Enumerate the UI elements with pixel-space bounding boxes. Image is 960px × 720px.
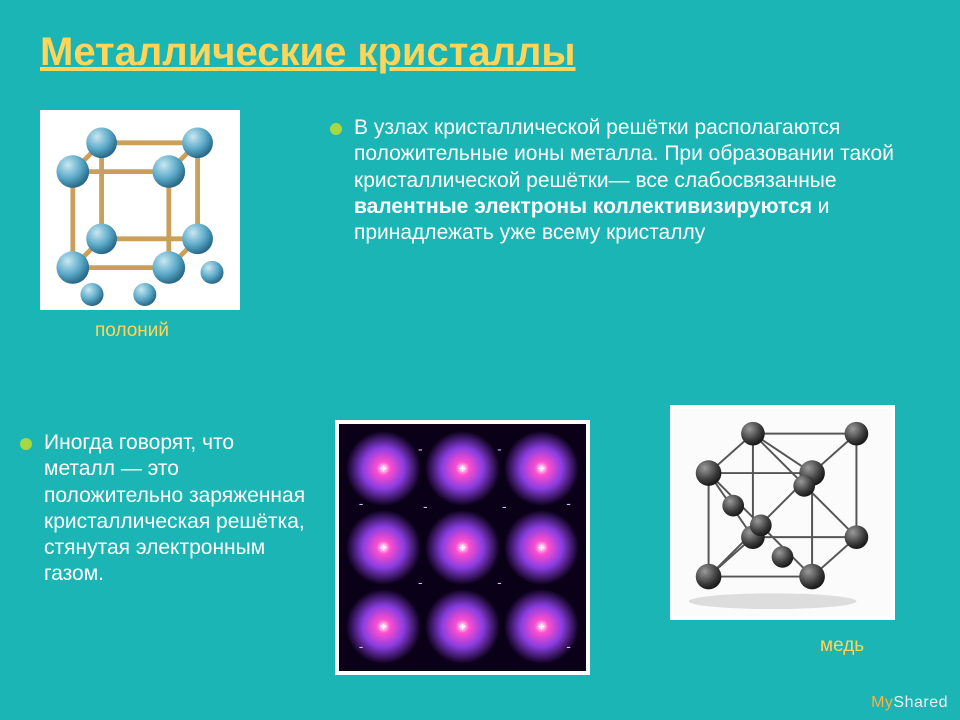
- watermark: MyShared: [871, 694, 948, 712]
- svg-text:+: +: [380, 619, 387, 633]
- svg-text:-: -: [418, 574, 423, 590]
- svg-text:+: +: [538, 540, 545, 554]
- main-text-1: В узлах кристаллической решётки располаг…: [354, 116, 894, 192]
- ion-grid-icon: - - - - - - - - - - + + + + + + + + +: [339, 424, 586, 671]
- svg-text:-: -: [359, 638, 364, 654]
- figure-fcc-copper: [670, 405, 895, 620]
- svg-text:-: -: [566, 495, 571, 511]
- figure-simple-cubic: [40, 110, 240, 310]
- lattice-fcc-icon: [674, 409, 891, 616]
- side-paragraph: Иногда говорят, что металл — это положит…: [20, 430, 310, 588]
- page-title: Металлические кристаллы: [40, 30, 576, 75]
- svg-text:+: +: [380, 540, 387, 554]
- svg-text:-: -: [359, 495, 364, 511]
- lattice-cubic-icon: [44, 114, 236, 306]
- svg-text:-: -: [497, 441, 502, 457]
- svg-text:+: +: [459, 619, 466, 633]
- main-paragraph-text: В узлах кристаллической решётки располаг…: [354, 115, 915, 246]
- svg-text:+: +: [538, 461, 545, 475]
- svg-text:-: -: [423, 498, 428, 514]
- watermark-my: My: [871, 694, 893, 711]
- svg-text:+: +: [380, 461, 387, 475]
- main-text-bold: валентные электроны коллективизируются: [354, 195, 812, 218]
- watermark-shared: Shared: [893, 694, 948, 711]
- svg-text:+: +: [459, 540, 466, 554]
- svg-text:-: -: [497, 574, 502, 590]
- bullet-icon: [20, 438, 32, 450]
- svg-text:-: -: [502, 498, 507, 514]
- main-paragraph: В узлах кристаллической решётки располаг…: [330, 115, 915, 246]
- svg-text:-: -: [566, 638, 571, 654]
- side-paragraph-text: Иногда говорят, что металл — это положит…: [44, 430, 310, 588]
- figure-ion-grid: - - - - - - - - - - + + + + + + + + +: [335, 420, 590, 675]
- caption-polonium: полоний: [95, 320, 169, 342]
- caption-copper: медь: [820, 635, 864, 657]
- bullet-icon: [330, 123, 342, 135]
- svg-text:+: +: [538, 619, 545, 633]
- svg-text:+: +: [459, 461, 466, 475]
- svg-text:-: -: [418, 441, 423, 457]
